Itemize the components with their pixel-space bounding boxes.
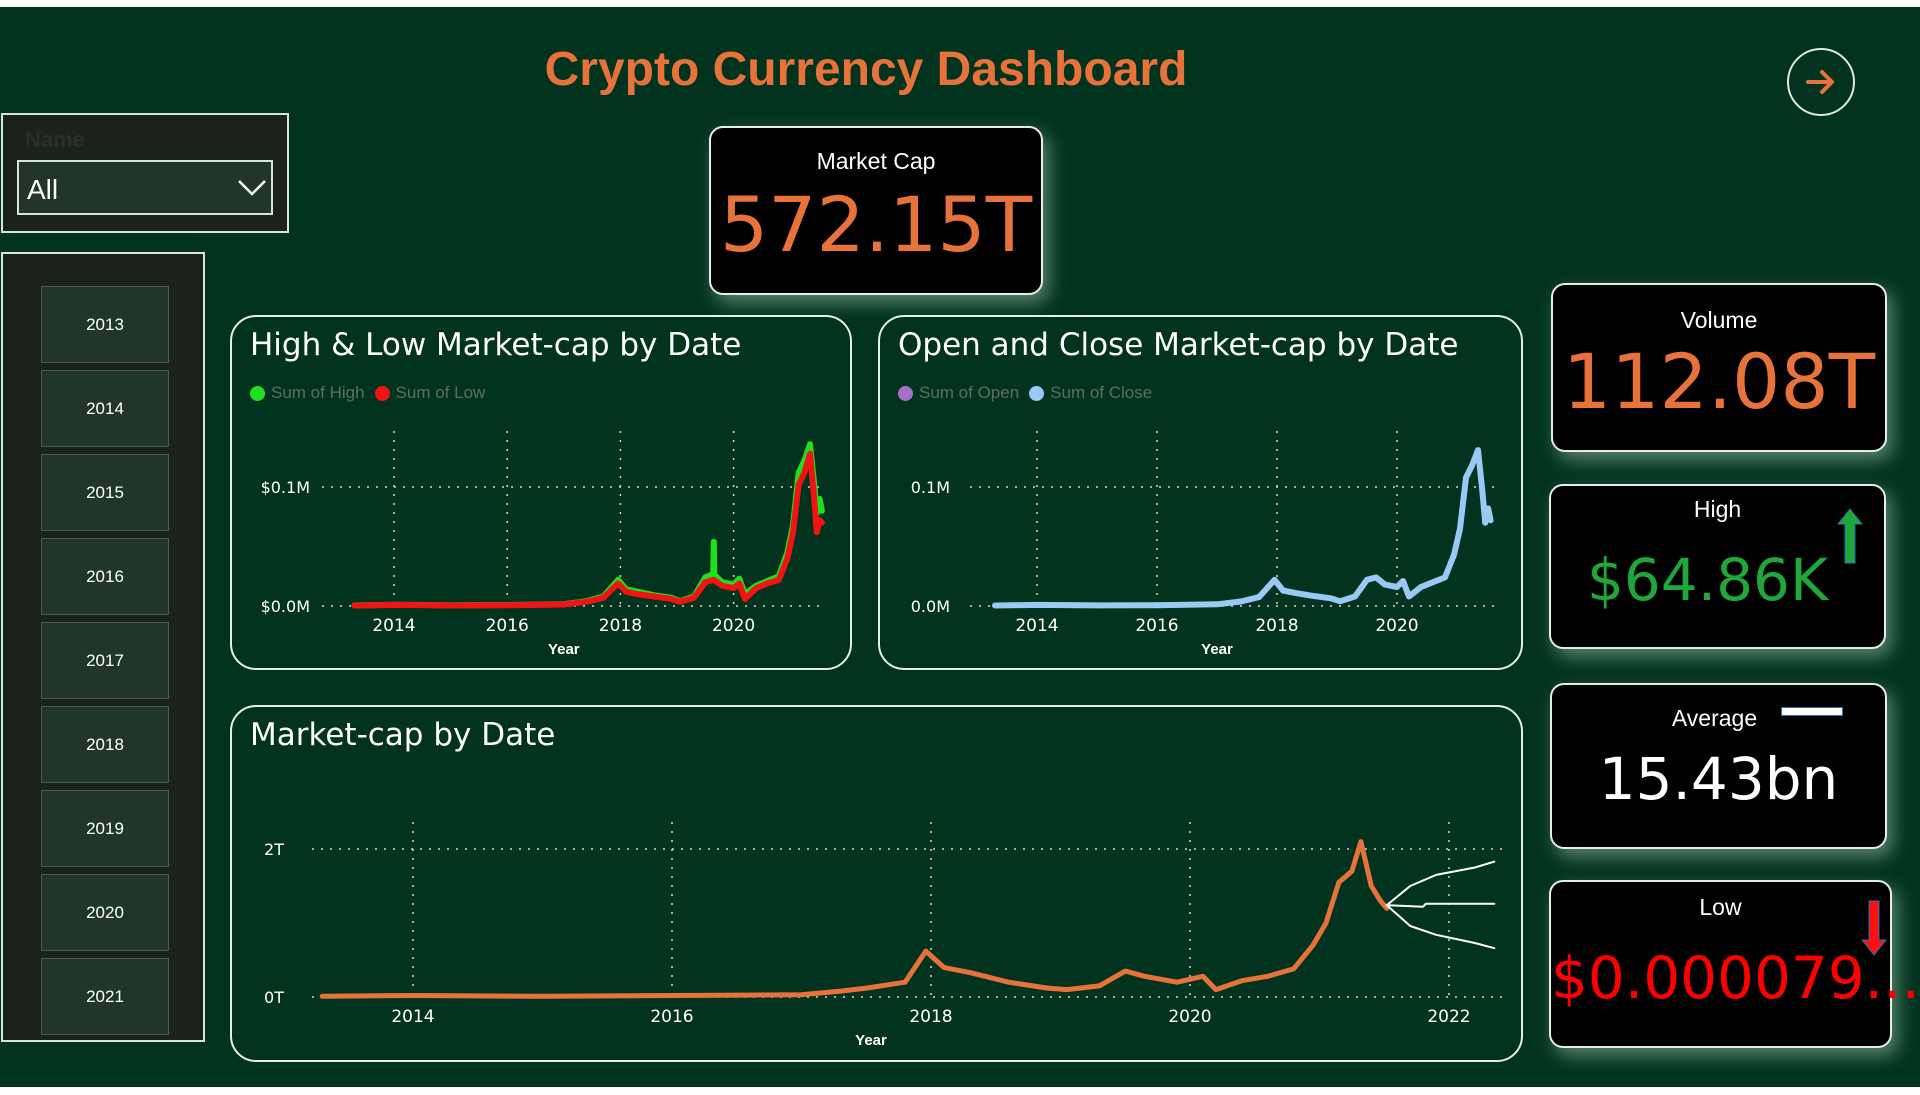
legend-marker-open (898, 385, 913, 401)
x-tick-label: 2014 (391, 1007, 434, 1027)
market-cap-card: Market Cap 572.15T (709, 126, 1043, 295)
chart-plot: 2014 2016 2018 2020 2022 0T 2T Year (264, 822, 1502, 1049)
x-tick-label: 2016 (650, 1007, 693, 1027)
market-cap-value: 572.15T (719, 180, 1033, 269)
chart-plot: 2014 2016 2018 2020 0.0M 0.1M Year (911, 431, 1500, 658)
year-button-2013[interactable]: 2013 (41, 286, 169, 363)
x-tick-label: 2020 (1375, 616, 1418, 636)
average-value: 15.43bn (1598, 745, 1839, 813)
y-tick-label: 2T (264, 840, 284, 859)
low-label: Low (1699, 894, 1742, 920)
arrow-right-icon (1806, 70, 1834, 94)
series-line-forecast-upper[interactable] (1385, 860, 1496, 907)
year-button-2016[interactable]: 2016 (41, 538, 169, 615)
market-cap-chart: Market-cap by Date 2014 2016 2018 2020 2022 0… (230, 705, 1523, 1062)
x-tick-label: 2022 (1427, 1007, 1470, 1027)
low-value: $0.000079... (1551, 944, 1920, 1012)
y-tick-label: $0.1M (261, 478, 310, 497)
x-tick-label: 2016 (1135, 616, 1178, 636)
y-tick-label: 0.1M (911, 478, 950, 497)
x-tick-label: 2020 (712, 616, 755, 636)
chart-title: Open and Close Market-cap by Date (898, 327, 1459, 363)
x-tick-label: 2014 (372, 616, 415, 636)
flat-indicator-icon (1781, 707, 1843, 716)
chart-legend: Sum of Open Sum of Close (898, 383, 1152, 403)
down-arrow-icon (1861, 900, 1887, 956)
open-close-chart: Open and Close Market-cap by Date Sum of… (878, 315, 1523, 670)
x-tick-label: 2014 (1015, 616, 1058, 636)
volume-label: Volume (1680, 307, 1758, 333)
navigate-next-button[interactable] (1787, 48, 1855, 116)
x-axis-title: Year (1201, 641, 1233, 658)
page-title: Crypto Currency Dashboard (544, 43, 1188, 96)
high-label: High (1693, 496, 1742, 522)
legend-marker-close (1029, 385, 1045, 401)
legend-label-open[interactable]: Sum of Open (919, 383, 1020, 402)
name-dropdown[interactable]: All (17, 160, 273, 215)
dropdown-value: All (27, 174, 59, 205)
y-tick-label: 0T (264, 988, 284, 1007)
chart-legend: Sum of High Sum of Low (250, 383, 485, 403)
year-button-2018[interactable]: 2018 (41, 706, 169, 783)
year-button-2017[interactable]: 2017 (41, 622, 169, 699)
series-line-forecast[interactable] (1385, 902, 1496, 908)
year-button-2021[interactable]: 2021 (41, 958, 169, 1035)
volume-value: 112.08T (1562, 337, 1876, 426)
legend-label-low[interactable]: Sum of Low (395, 383, 486, 402)
x-tick-label: 2016 (486, 616, 529, 636)
year-button-2020[interactable]: 2020 (41, 874, 169, 951)
legend-label-high[interactable]: Sum of High (271, 383, 365, 402)
year-slicer: 2013 2014 2015 2016 2017 2018 2019 2020 2021 (1, 252, 205, 1042)
legend-marker-low (374, 385, 390, 401)
x-tick-label: 2020 (1168, 1007, 1211, 1027)
x-axis-title: Year (548, 641, 580, 658)
low-card: Low $0.000079... (1549, 880, 1920, 1048)
y-tick-label: 0.0M (911, 597, 950, 616)
series-line-forecast-lower[interactable] (1385, 904, 1496, 950)
high-low-chart: High & Low Market-cap by Date Sum of Hig… (230, 315, 852, 670)
series-line-sum-of-close[interactable] (992, 447, 1494, 609)
high-card: High $64.86K (1549, 484, 1886, 649)
chevron-down-icon (238, 180, 266, 196)
year-button-2019[interactable]: 2019 (41, 790, 169, 867)
name-slicer: Name All (1, 113, 289, 233)
average-card: Average 15.43bn (1550, 683, 1887, 849)
chart-title: Market-cap by Date (250, 717, 556, 753)
series-line-market-cap[interactable] (319, 839, 1390, 999)
x-axis-title: Year (855, 1032, 887, 1049)
legend-marker-high (250, 385, 265, 401)
series-line-sum-of-high[interactable] (351, 441, 825, 609)
slicer-label: Name (25, 127, 85, 152)
chart-title: High & Low Market-cap by Date (250, 327, 742, 363)
y-tick-label: $0.0M (261, 597, 310, 616)
year-button-2015[interactable]: 2015 (41, 454, 169, 531)
x-tick-label: 2018 (599, 616, 642, 636)
volume-card: Volume 112.08T (1551, 283, 1887, 452)
x-tick-label: 2018 (1255, 616, 1298, 636)
legend-label-close[interactable]: Sum of Close (1050, 383, 1153, 402)
series-line-sum-of-low[interactable] (351, 450, 825, 609)
average-label: Average (1671, 705, 1758, 731)
chart-plot: 2014 2016 2018 2020 $0.0M $0.1M Year (261, 431, 825, 658)
market-cap-label: Market Cap (816, 148, 936, 174)
year-button-2014[interactable]: 2014 (41, 370, 169, 447)
up-arrow-icon (1837, 508, 1863, 564)
high-value: $64.86K (1587, 546, 1828, 614)
x-tick-label: 2018 (909, 1007, 952, 1027)
